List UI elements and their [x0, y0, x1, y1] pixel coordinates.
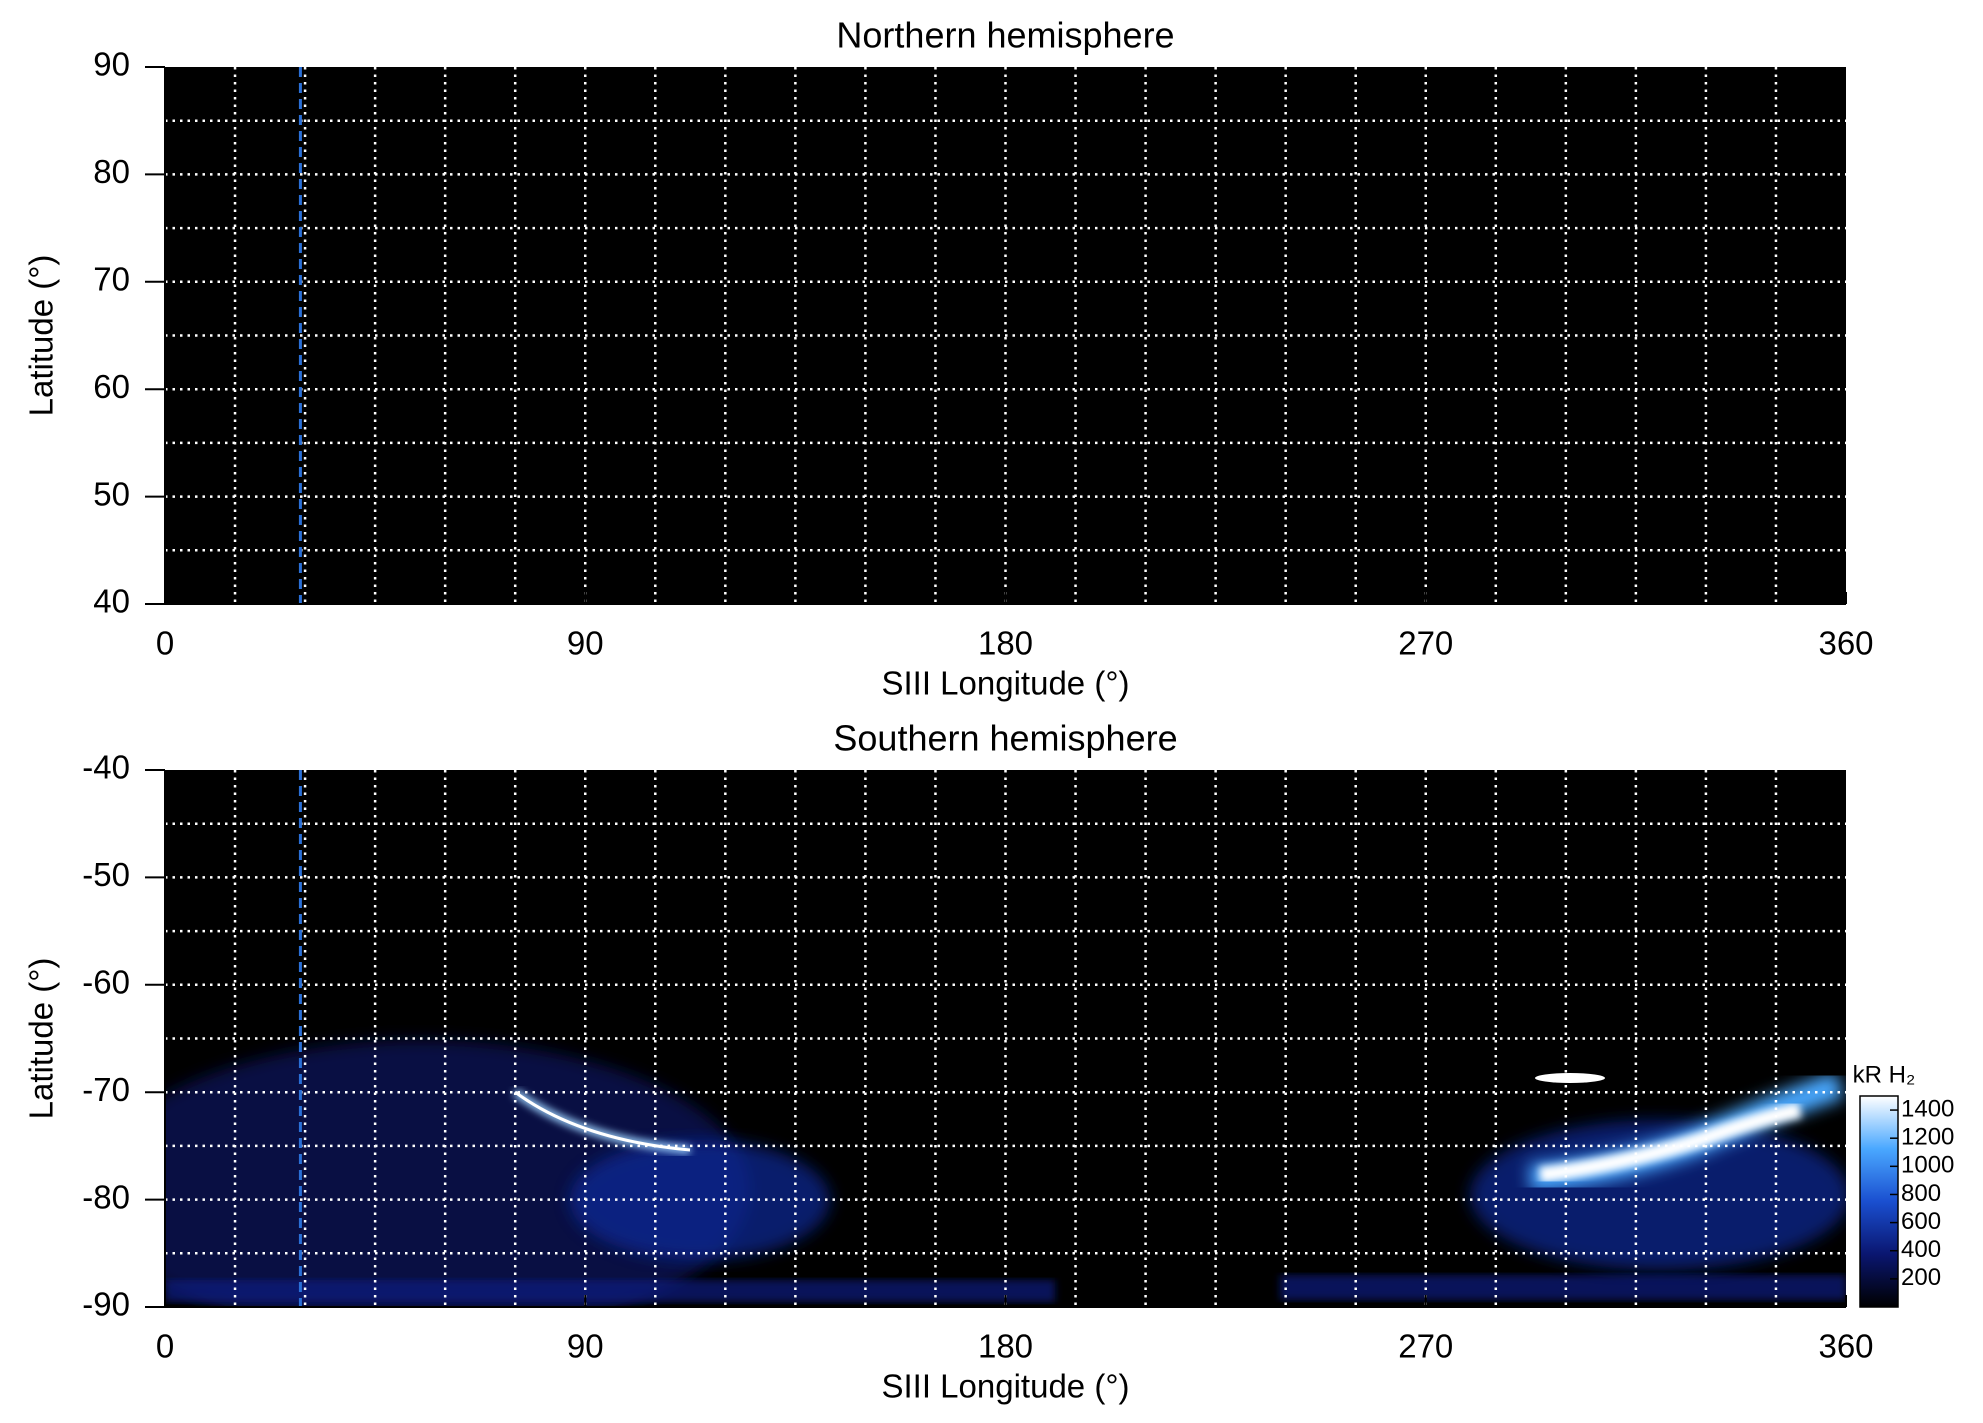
x-tick-label: 0 — [156, 1328, 174, 1365]
y-axis-label: Latitude (°) — [23, 958, 60, 1120]
colorbar-tick-label: 200 — [1901, 1264, 1941, 1291]
x-tick-label: 360 — [1818, 1328, 1873, 1365]
y-tick-label: 50 — [93, 475, 130, 512]
emission-arc — [514, 1090, 691, 1152]
x-tick-label: 270 — [1398, 1328, 1453, 1365]
colorbar-tick-label: 400 — [1901, 1236, 1941, 1263]
panel-title: Southern hemisphere — [833, 718, 1177, 759]
x-tick-label: 90 — [567, 1328, 604, 1365]
emission-strip — [1280, 1275, 1846, 1300]
emission-spot — [1535, 1073, 1605, 1083]
emission-haze — [1470, 1120, 1846, 1270]
overlay: Northern hemisphere SIII Longitude (°) Lat… — [23, 15, 1955, 1405]
panel-title: Northern hemisphere — [836, 15, 1174, 56]
x-axis-label: SIII Longitude (°) — [882, 665, 1130, 702]
x-axis-label: SIII Longitude (°) — [882, 1368, 1130, 1405]
emission-strip — [165, 1280, 1055, 1302]
colorbar-tick-label: 800 — [1901, 1180, 1941, 1207]
y-tick-label: -80 — [82, 1178, 130, 1215]
colorbar-tick-label: 1400 — [1901, 1095, 1954, 1122]
colorbar — [1859, 1095, 1899, 1308]
y-tick-label: 60 — [93, 368, 130, 405]
x-tick-label: 270 — [1398, 625, 1453, 662]
y-axis-label: Latitude (°) — [23, 255, 60, 417]
y-tick-label: -40 — [82, 749, 130, 786]
y-tick-label: 90 — [93, 46, 130, 83]
colorbar-tick-label: 1200 — [1901, 1124, 1954, 1151]
y-tick-label: 80 — [93, 153, 130, 190]
colorbar-tick-label: 1000 — [1901, 1152, 1954, 1179]
x-tick-label: 360 — [1818, 625, 1873, 662]
y-tick-label: -70 — [82, 1071, 130, 1108]
aurora-image — [165, 1040, 1846, 1307]
x-tick-label: 180 — [978, 625, 1033, 662]
emission-arc — [1539, 1102, 1802, 1183]
x-tick-label: 180 — [978, 1328, 1033, 1365]
x-tick-label: 0 — [156, 625, 174, 662]
x-tick-label: 90 — [567, 625, 604, 662]
colorbar-tick-label: 600 — [1901, 1208, 1941, 1235]
y-tick-label: -90 — [82, 1286, 130, 1323]
y-tick-label: 40 — [93, 583, 130, 620]
y-tick-label: -50 — [82, 856, 130, 893]
y-tick-label: -60 — [82, 964, 130, 1001]
y-tick-label: 70 — [93, 261, 130, 298]
colorbar-label: kR H₂ — [1853, 1061, 1916, 1088]
